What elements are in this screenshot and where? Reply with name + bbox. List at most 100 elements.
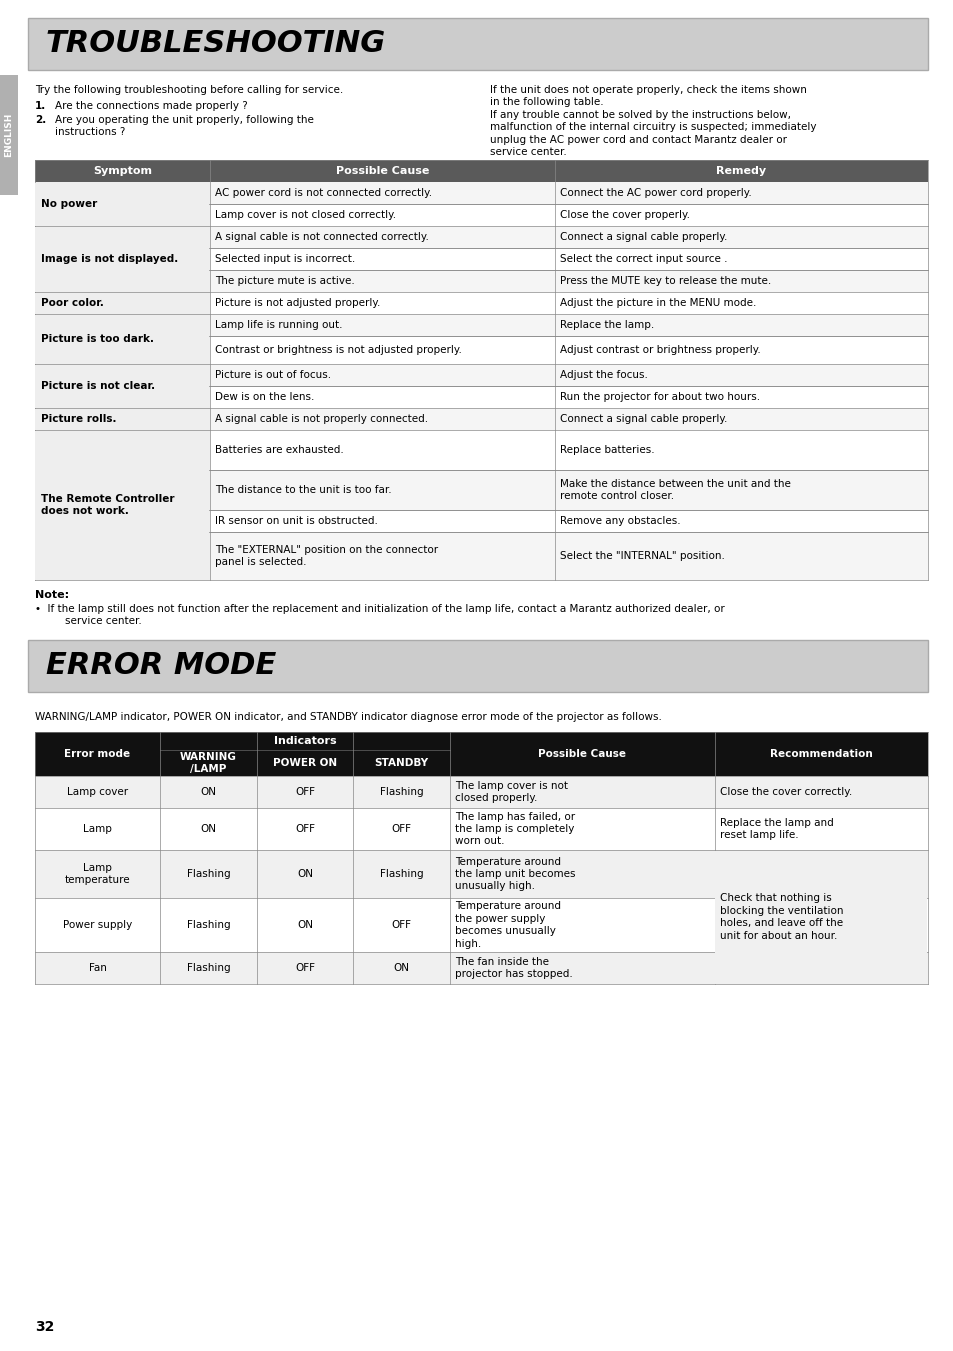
Text: TROUBLESHOOTING: TROUBLESHOOTING: [46, 30, 386, 58]
Bar: [210, 532, 555, 580]
Bar: [210, 270, 555, 292]
Bar: [555, 249, 927, 270]
Bar: [35, 732, 927, 775]
Bar: [35, 270, 210, 292]
Text: Dew is on the lens.: Dew is on the lens.: [214, 392, 314, 403]
Bar: [555, 182, 927, 204]
Bar: [35, 363, 210, 386]
Bar: [35, 470, 210, 509]
Bar: [555, 532, 927, 580]
Bar: [35, 408, 210, 430]
Text: Selected input is incorrect.: Selected input is incorrect.: [214, 254, 355, 263]
Text: Image is not displayed.: Image is not displayed.: [41, 254, 178, 263]
Text: OFF: OFF: [294, 788, 314, 797]
Bar: [210, 509, 555, 532]
Bar: [555, 204, 927, 226]
Text: POWER ON: POWER ON: [273, 758, 336, 767]
Bar: [35, 952, 927, 984]
Text: A signal cable is not properly connected.: A signal cable is not properly connected…: [214, 413, 428, 424]
Text: OFF: OFF: [294, 963, 314, 973]
Bar: [715, 851, 926, 984]
Text: The Remote Controller
does not work.: The Remote Controller does not work.: [41, 494, 174, 516]
Text: Picture rolls.: Picture rolls.: [41, 413, 116, 424]
Text: Picture is out of focus.: Picture is out of focus.: [214, 370, 331, 380]
Text: ON: ON: [296, 920, 313, 929]
Bar: [35, 431, 210, 580]
Bar: [555, 270, 927, 292]
Text: Error mode: Error mode: [65, 748, 131, 759]
Text: Adjust the picture in the MENU mode.: Adjust the picture in the MENU mode.: [559, 299, 756, 308]
Bar: [35, 292, 210, 313]
Bar: [555, 408, 927, 430]
Bar: [35, 808, 927, 850]
Text: Fan: Fan: [89, 963, 107, 973]
Bar: [35, 850, 927, 898]
Bar: [210, 182, 555, 204]
Text: Picture is not adjusted properly.: Picture is not adjusted properly.: [214, 299, 380, 308]
Text: Remedy: Remedy: [716, 166, 766, 176]
Text: Lamp cover is not closed correctly.: Lamp cover is not closed correctly.: [214, 209, 395, 220]
Bar: [35, 204, 210, 226]
Bar: [555, 386, 927, 408]
Text: Recommendation: Recommendation: [769, 748, 872, 759]
Text: Picture is too dark.: Picture is too dark.: [41, 334, 153, 345]
Text: Flashing: Flashing: [187, 963, 230, 973]
Text: Connect the AC power cord properly.: Connect the AC power cord properly.: [559, 188, 751, 199]
Text: Indicators: Indicators: [274, 736, 336, 746]
Bar: [210, 386, 555, 408]
Text: The picture mute is active.: The picture mute is active.: [214, 276, 355, 286]
Bar: [35, 898, 927, 952]
Text: ON: ON: [296, 869, 313, 880]
Text: Note:: Note:: [35, 590, 69, 600]
Text: Adjust contrast or brightness properly.: Adjust contrast or brightness properly.: [559, 345, 760, 355]
Bar: [35, 365, 210, 408]
Text: Run the projector for about two hours.: Run the projector for about two hours.: [559, 392, 760, 403]
Text: ON: ON: [393, 963, 409, 973]
Text: Batteries are exhausted.: Batteries are exhausted.: [214, 444, 343, 455]
Bar: [555, 509, 927, 532]
Bar: [555, 226, 927, 249]
Text: Connect a signal cable properly.: Connect a signal cable properly.: [559, 413, 726, 424]
Text: ON: ON: [200, 788, 216, 797]
Bar: [210, 363, 555, 386]
Text: Check that nothing is
blocking the ventilation
holes, and leave off the
unit for: Check that nothing is blocking the venti…: [720, 893, 842, 940]
Text: ERROR MODE: ERROR MODE: [46, 651, 276, 681]
Text: •  If the lamp still does not function after the replacement and initialization : • If the lamp still does not function af…: [35, 604, 724, 613]
Text: 32: 32: [35, 1320, 54, 1333]
Text: Make the distance between the unit and the
remote control closer.: Make the distance between the unit and t…: [559, 478, 790, 501]
Text: Contrast or brightness is not adjusted properly.: Contrast or brightness is not adjusted p…: [214, 345, 461, 355]
Bar: [28, 18, 927, 70]
Text: Press the MUTE key to release the mute.: Press the MUTE key to release the mute.: [559, 276, 770, 286]
Text: Power supply: Power supply: [63, 920, 132, 929]
Text: No power: No power: [41, 199, 97, 209]
Text: Select the "INTERNAL" position.: Select the "INTERNAL" position.: [559, 551, 724, 561]
Bar: [210, 292, 555, 313]
Bar: [35, 226, 210, 249]
Text: Close the cover correctly.: Close the cover correctly.: [720, 788, 851, 797]
Text: ENGLISH: ENGLISH: [5, 113, 13, 157]
Text: Lamp cover: Lamp cover: [67, 788, 128, 797]
Bar: [210, 336, 555, 363]
Text: Flashing: Flashing: [187, 869, 230, 880]
Bar: [35, 159, 927, 182]
Text: Possible Cause: Possible Cause: [335, 166, 429, 176]
Text: OFF: OFF: [391, 920, 411, 929]
Bar: [210, 226, 555, 249]
Text: The fan inside the
projector has stopped.: The fan inside the projector has stopped…: [455, 957, 572, 979]
Text: Remove any obstacles.: Remove any obstacles.: [559, 516, 679, 526]
Text: Select the correct input source .: Select the correct input source .: [559, 254, 727, 263]
Bar: [35, 313, 210, 336]
Bar: [35, 315, 210, 363]
Text: Flashing: Flashing: [187, 920, 230, 929]
Text: Possible Cause: Possible Cause: [537, 748, 626, 759]
Text: If the unit does not operate properly, check the items shown
in the following ta: If the unit does not operate properly, c…: [490, 85, 816, 157]
Text: Poor color.: Poor color.: [41, 299, 104, 308]
Text: Are the connections made properly ?: Are the connections made properly ?: [55, 101, 248, 111]
Bar: [35, 182, 210, 204]
Bar: [35, 532, 210, 580]
Bar: [210, 249, 555, 270]
Bar: [28, 640, 927, 692]
Text: The lamp cover is not
closed properly.: The lamp cover is not closed properly.: [455, 781, 567, 804]
Text: Flashing: Flashing: [379, 788, 423, 797]
Text: The lamp has failed, or
the lamp is completely
worn out.: The lamp has failed, or the lamp is comp…: [455, 812, 575, 846]
